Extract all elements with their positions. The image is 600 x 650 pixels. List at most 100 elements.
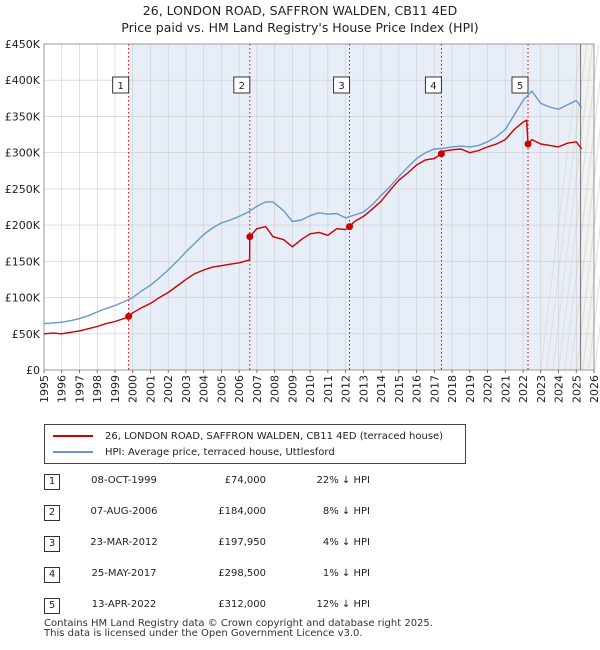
sale-marker-badge: 1 (44, 474, 60, 490)
sale-price: £184,000 (218, 506, 266, 517)
x-tick-label: 2013 (357, 375, 370, 403)
sale-badge-box (233, 76, 251, 94)
hatch-line (582, 224, 600, 371)
y-tick-label: £0 (26, 364, 40, 377)
x-tick-label: 1995 (38, 375, 51, 403)
x-tick-label: 2009 (286, 375, 299, 403)
sale-marker-badge: 2 (44, 505, 60, 521)
forecast-shade (580, 44, 594, 370)
x-tick-label: 2025 (570, 375, 583, 403)
sale-date: 13-APR-2022 (91, 599, 157, 610)
plot-border (43, 43, 595, 371)
sale-marker-badge: 4 (44, 567, 60, 583)
sale-price: £298,500 (218, 568, 266, 579)
x-tick-label: 2020 (482, 375, 495, 403)
x-tick-label: 2024 (553, 375, 566, 403)
sale-hpi-diff: 4% ↓ HPI (322, 537, 370, 548)
x-tick-label: 2018 (446, 375, 459, 403)
sale-price: £74,000 (224, 475, 266, 486)
sale-period-shade (349, 44, 454, 370)
x-tick-label: 2010 (304, 375, 317, 403)
x-tick-label: 2022 (517, 375, 530, 403)
legend-label-hpi: HPI: Average price, terraced house, Uttl… (105, 446, 335, 458)
hatch-line (546, 43, 588, 371)
legend-item-property: 26, LONDON ROAD, SAFFRON WALDEN, CB11 4E… (53, 428, 443, 444)
x-tick-label: 2008 (269, 375, 282, 403)
x-tick-label: 2001 (144, 375, 157, 403)
x-tick-label: 2023 (535, 375, 548, 403)
hatch-line (564, 78, 600, 371)
footer-licence: This data is licensed under the Open Gov… (44, 628, 363, 639)
sale-date: 07-AUG-2006 (90, 506, 158, 517)
x-tick-label: 2014 (375, 375, 388, 403)
x-tick-label: 2003 (180, 375, 193, 403)
y-tick-label: £350K (5, 110, 41, 123)
legend-item-hpi: HPI: Average price, terraced house, Uttl… (53, 444, 335, 460)
x-tick-label: 2006 (233, 375, 246, 403)
sale-point (346, 223, 354, 231)
sale-badge-box (424, 76, 442, 94)
y-tick-label: £400K (5, 74, 41, 87)
x-tick-label: 2017 (428, 375, 441, 403)
x-tick-label: 1998 (91, 375, 104, 403)
chart-title-block: 26, LONDON ROAD, SAFFRON WALDEN, CB11 4E… (0, 2, 600, 36)
footer-copyright: Contains HM Land Registry data © Crown c… (44, 618, 433, 629)
property-line (43, 119, 583, 335)
sale-marker-badge: 5 (44, 598, 60, 614)
x-tick-label: 2012 (340, 375, 353, 403)
x-tick-label: 2016 (411, 375, 424, 403)
price-chart: 1 2 3 4 5 £0 £50K £100K £150K £200K £250K £300K £350… (5, 38, 600, 403)
footer: Contains HM Land Registry data © Crown c… (44, 619, 433, 639)
sale-badge-box (333, 76, 351, 94)
sale-point (246, 233, 254, 241)
y-tick-label: £300K (5, 147, 41, 160)
sale-hpi-diff: 8% ↓ HPI (322, 506, 370, 517)
table-row: 3 23-MAR-2012 £197,950 4% ↓ HPI (44, 535, 404, 555)
sale-price: £312,000 (218, 599, 266, 610)
sale-point (437, 150, 445, 158)
y-tick-label: £50K (12, 328, 41, 341)
sale-price: £197,950 (218, 537, 266, 548)
x-tick-label: 1999 (109, 375, 122, 403)
y-tick-label: £200K (5, 219, 41, 232)
sale-date: 25-MAY-2017 (91, 568, 157, 579)
hatch-line (558, 43, 600, 371)
hatch-line (570, 127, 600, 371)
legend-label-property: 26, LONDON ROAD, SAFFRON WALDEN, CB11 4E… (105, 430, 444, 442)
legend-swatch-hpi (53, 451, 93, 453)
hatch-line (588, 273, 600, 371)
legend: 26, LONDON ROAD, SAFFRON WALDEN, CB11 4E… (44, 424, 466, 464)
sale-date: 23-MAR-2012 (90, 537, 158, 548)
x-tick-label: 2021 (499, 375, 512, 403)
sale-badge-label: 4 (430, 81, 436, 92)
table-row: 5 13-APR-2022 £312,000 12% ↓ HPI (44, 597, 404, 617)
chart-title: 26, LONDON ROAD, SAFFRON WALDEN, CB11 4E… (142, 3, 458, 18)
table-row: 4 25-MAY-2017 £298,500 1% ↓ HPI (44, 566, 404, 586)
sale-marker-badge: 3 (44, 536, 60, 552)
sale-badge-label: 1 (117, 81, 123, 92)
sale-date: 08-OCT-1999 (91, 475, 157, 486)
y-tick-label: £150K (5, 255, 41, 268)
x-tick-label: 2000 (127, 375, 140, 403)
x-tick-label: 2007 (251, 375, 264, 403)
x-tick-label: 2011 (322, 375, 335, 403)
x-tick-label: 1997 (73, 375, 86, 403)
sale-badge-label: 5 (517, 81, 523, 92)
sale-point (524, 140, 532, 148)
sale-badge-box (112, 76, 130, 94)
hatch-line (576, 175, 600, 371)
x-tick-label: 2026 (588, 375, 600, 403)
sale-hpi-diff: 22% ↓ HPI (316, 475, 370, 486)
y-tick-label: £100K (5, 292, 41, 305)
table-row: 2 07-AUG-2006 £184,000 8% ↓ HPI (44, 504, 404, 524)
y-tick-label: £450K (5, 38, 41, 51)
hatch-line (540, 43, 582, 371)
table-row: 1 08-OCT-1999 £74,000 22% ↓ HPI (44, 473, 404, 493)
sale-hpi-diff: 1% ↓ HPI (322, 568, 370, 579)
hatch-line (594, 322, 600, 371)
hpi-line (43, 90, 583, 325)
legend-swatch-property (53, 435, 93, 437)
sale-hpi-diff: 12% ↓ HPI (316, 599, 370, 610)
x-tick-label: 2004 (198, 375, 211, 403)
sale-period-shade (249, 44, 362, 370)
